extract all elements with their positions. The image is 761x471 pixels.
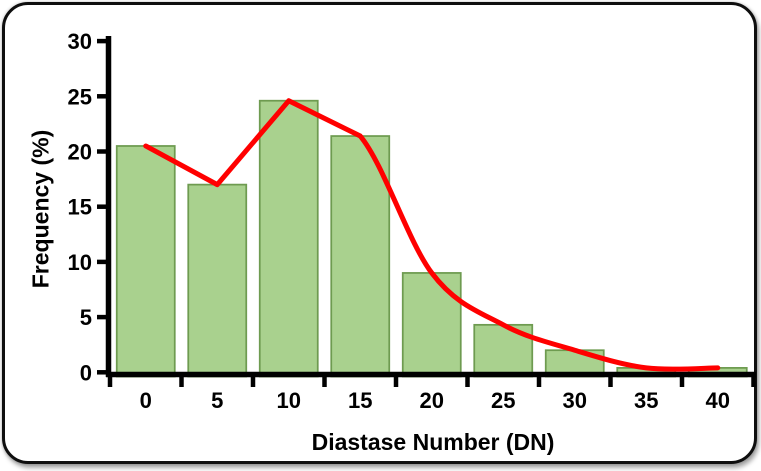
histogram-bar (258, 99, 319, 378)
y-tick-label: 5 (80, 305, 92, 330)
frequency-polygon-line (143, 98, 721, 372)
x-tick-label: 20 (420, 388, 444, 413)
histogram-bar (401, 272, 462, 378)
y-tick-label: 30 (68, 29, 92, 54)
x-tick-label: 40 (706, 388, 730, 413)
x-tick-label: 30 (563, 388, 587, 413)
x-axis-title: Diastase Number (DN) (311, 429, 555, 455)
histogram-bar (187, 183, 248, 378)
x-tick-label: 35 (634, 388, 658, 413)
histogram-bar (115, 145, 176, 378)
chart-card: 0 5 10 15 20 25 30 0 5 10 15 20 25 30 35 40 Frequency (… (2, 2, 757, 464)
y-tick-label: 25 (68, 84, 92, 109)
x-tick-label: 0 (140, 388, 152, 413)
x-tick-label: 15 (348, 388, 372, 413)
x-tick-label: 25 (491, 388, 515, 413)
histogram-bar (330, 135, 391, 378)
y-tick-label: 20 (68, 140, 92, 165)
x-tick-label: 5 (211, 388, 223, 413)
y-tick-label: 0 (80, 360, 92, 385)
histogram-chart: 0 5 10 15 20 25 30 0 5 10 15 20 25 30 35 40 (68, 29, 756, 413)
y-tick-label: 15 (68, 195, 92, 220)
y-axis-title: Frequency (%) (27, 129, 54, 289)
x-tick-label: 10 (277, 388, 301, 413)
y-tick-label: 10 (68, 250, 92, 275)
